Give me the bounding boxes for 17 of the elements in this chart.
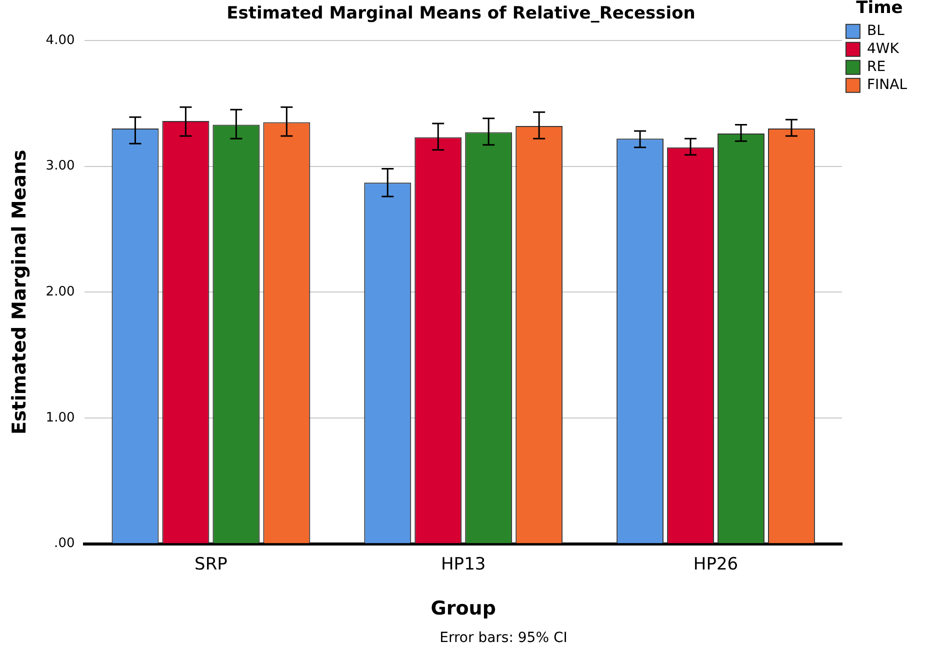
legend-title: Time — [856, 0, 903, 18]
text: Error bars: 95% CI — [438, 630, 568, 646]
chart-title: Estimated Marginal Means of Relative_Recession — [226, 4, 696, 24]
x-tick-label: HP13 — [441, 554, 486, 574]
y-tick-label: 1.00 — [46, 410, 75, 426]
y-axis-title: Estimated Marginal Means — [8, 150, 30, 435]
legend-label: FINAL — [866, 77, 908, 94]
legend-label: 4WK — [866, 41, 900, 58]
legend-label: BL — [866, 23, 885, 40]
y-tick-label: 2.00 — [46, 284, 75, 300]
x-tick-label: SRP — [194, 554, 228, 574]
y-tick-label: 3.00 — [46, 158, 75, 174]
y-tick-label: 4.00 — [46, 32, 75, 48]
y-tick-label: .00 — [54, 536, 75, 552]
x-axis-title: Group — [430, 598, 496, 620]
x-tick-label: HP26 — [693, 554, 738, 574]
legend-label: RE — [866, 59, 886, 76]
